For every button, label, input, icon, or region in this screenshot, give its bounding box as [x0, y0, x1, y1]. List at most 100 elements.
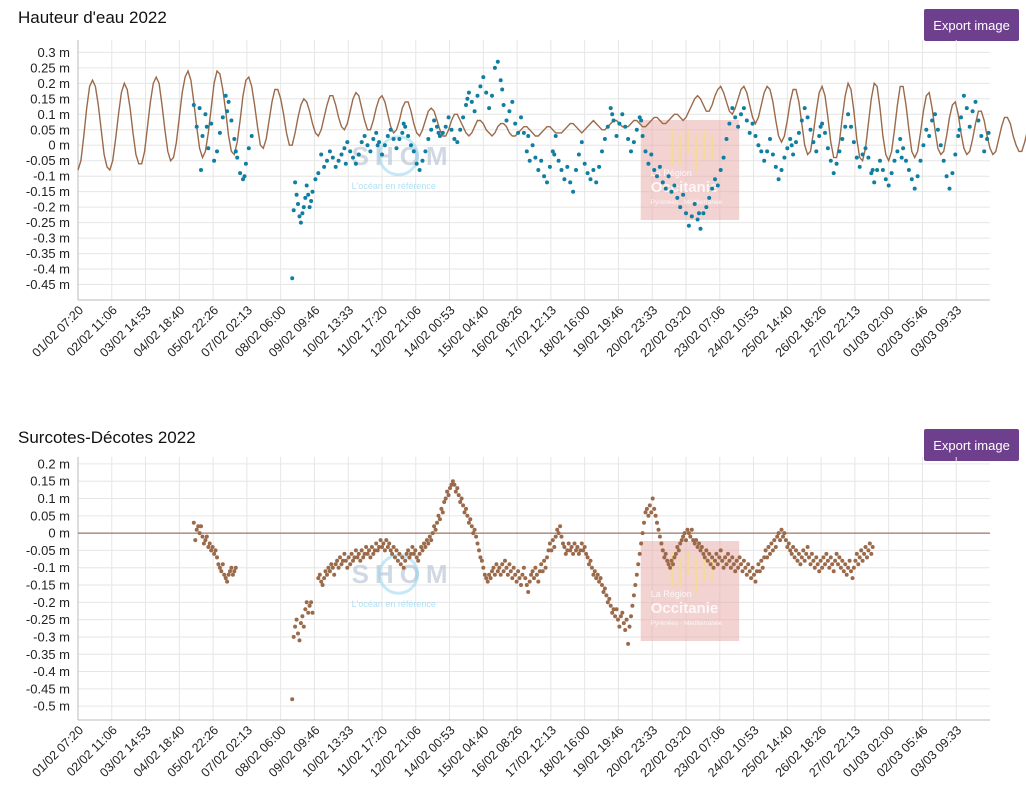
y-tick-label: 0 m — [48, 138, 70, 153]
observed-height-point — [241, 177, 245, 182]
observed-height-point — [947, 186, 952, 191]
observed-height-point — [956, 134, 961, 138]
surge-point — [555, 527, 560, 532]
observed-height-point — [388, 127, 393, 132]
observed-height-point — [701, 211, 706, 216]
surge-point — [682, 531, 687, 536]
surge-point — [794, 548, 798, 553]
observed-height-point — [976, 118, 981, 123]
surge-point — [547, 541, 552, 546]
observed-height-point — [330, 155, 335, 160]
observed-height-point — [739, 112, 743, 117]
observed-height-point — [300, 211, 305, 216]
observed-height-point — [799, 118, 804, 123]
surge-point — [368, 555, 373, 560]
surge-point — [384, 538, 389, 543]
surge-point — [707, 551, 712, 556]
surge-point — [327, 569, 332, 574]
observed-height-point — [640, 134, 645, 138]
observed-height-point — [610, 112, 615, 117]
observed-height-point — [666, 174, 671, 179]
surge-point — [435, 520, 439, 525]
surge-point — [316, 576, 321, 581]
surge-point — [762, 555, 767, 560]
surge-point — [863, 545, 868, 549]
observed-height-point — [382, 143, 387, 148]
observed-height-point — [466, 90, 471, 95]
observed-height-point — [707, 195, 712, 200]
surge-point — [545, 555, 549, 560]
surge-point — [563, 551, 568, 556]
occitanie-cross-icon — [686, 130, 690, 154]
surge-point — [620, 610, 625, 615]
occitanie-watermark-box — [640, 120, 740, 220]
observed-height-point — [880, 168, 885, 172]
surge-point — [433, 527, 438, 532]
surge-point — [584, 551, 589, 556]
surge-point — [678, 541, 683, 546]
surge-point — [631, 593, 636, 598]
surge-point — [756, 562, 761, 567]
surge-point — [662, 555, 667, 560]
surge-point — [808, 562, 813, 567]
observed-height-point — [501, 103, 506, 107]
observed-height-point — [377, 140, 382, 145]
surge-point — [197, 531, 202, 536]
surge-point — [546, 548, 551, 553]
surge-point — [333, 562, 338, 567]
surge-point — [339, 562, 344, 567]
surge-point — [701, 551, 706, 556]
observed-height-point — [605, 124, 610, 129]
observed-height-point — [663, 186, 668, 191]
surge-point — [439, 506, 444, 511]
surge-point — [763, 548, 768, 553]
surge-point — [217, 565, 222, 570]
surge-point — [744, 572, 749, 577]
observed-height-point — [362, 134, 367, 138]
surge-point — [359, 548, 364, 553]
surge-point — [346, 555, 351, 560]
surge-point — [825, 558, 830, 563]
observed-height-point — [898, 137, 903, 141]
y-tick-label: -0.25 m — [26, 612, 70, 627]
observed-height-point — [223, 93, 228, 98]
observed-height-point — [759, 149, 764, 154]
surge-point — [479, 558, 484, 563]
observed-height-point — [481, 75, 486, 80]
observed-height-point — [985, 137, 990, 141]
y-tick-label: -0.2 m — [33, 595, 70, 610]
surge-point — [427, 534, 432, 539]
surge-point — [773, 545, 778, 549]
surge-point — [714, 551, 719, 556]
observed-height-point — [513, 121, 518, 126]
surge-point — [456, 493, 461, 498]
y-tick-label: -0.5 m — [33, 699, 70, 714]
observed-height-point — [490, 93, 494, 98]
observed-height-point — [646, 161, 651, 166]
surge-point — [191, 520, 196, 525]
surge-point — [200, 534, 205, 539]
export-image-button[interactable]: Export image — [924, 9, 1019, 41]
surge-point — [634, 572, 639, 577]
observed-height-point — [458, 127, 463, 132]
y-tick-label: -0.4 m — [33, 262, 70, 277]
surge-point — [860, 558, 865, 563]
surge-point — [799, 555, 804, 560]
surge-point — [355, 555, 360, 560]
observed-height-point — [524, 149, 529, 154]
surge-point — [734, 558, 739, 563]
surge-point — [517, 576, 522, 581]
surge-point — [724, 562, 729, 567]
surge-point — [361, 555, 366, 560]
export-image-button[interactable]: Export image — [924, 429, 1019, 461]
surge-point — [472, 527, 477, 532]
surge-point — [637, 551, 642, 556]
y-tick-label: -0.1 m — [33, 560, 70, 575]
surge-point — [382, 548, 387, 553]
observed-height-point — [756, 143, 761, 148]
y-tick-label: 0.05 m — [30, 508, 70, 523]
observed-height-point — [846, 112, 851, 117]
observed-height-point — [652, 168, 657, 172]
observed-height-point — [469, 99, 474, 104]
surge-point — [621, 621, 626, 626]
